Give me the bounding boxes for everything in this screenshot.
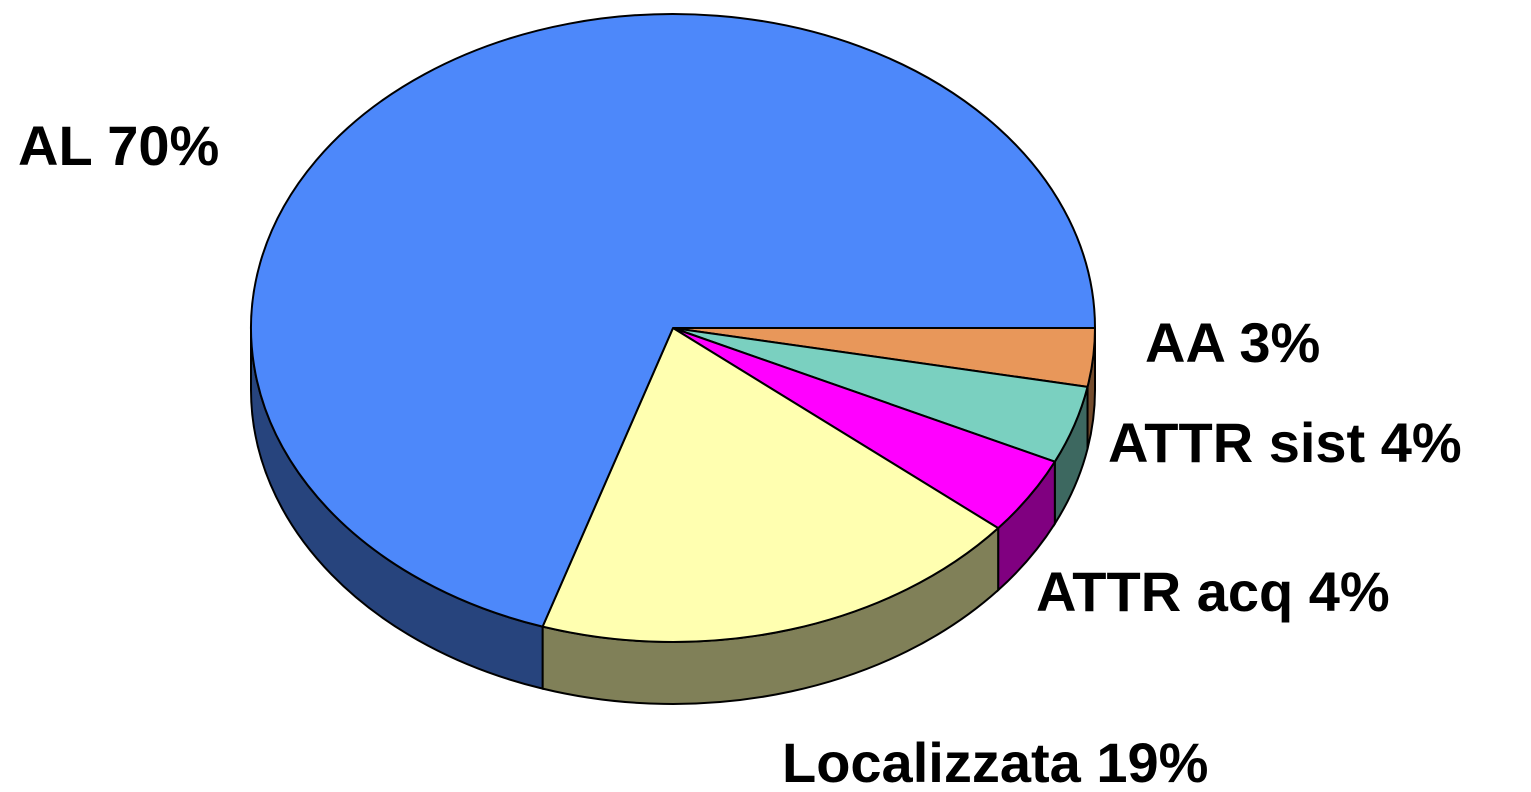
slice-label: AA 3% bbox=[1145, 311, 1320, 374]
slice-label: ATTR acq 4% bbox=[1036, 560, 1390, 623]
slice-label: Localizzata 19% bbox=[782, 731, 1208, 792]
slice-label: AL 70% bbox=[18, 114, 219, 177]
slice-label: ATTR sist 4% bbox=[1108, 411, 1462, 474]
slice bbox=[250, 13, 1096, 628]
slice bbox=[541, 327, 1000, 643]
